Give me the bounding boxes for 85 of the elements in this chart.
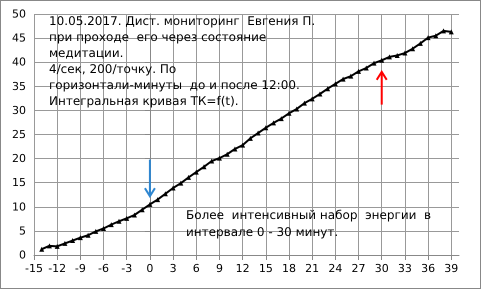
x-tick-label: 18 — [282, 262, 296, 275]
x-tick-label: 21 — [305, 262, 320, 275]
y-tick-label: 40 — [12, 56, 26, 69]
y-tick-label: 10 — [12, 200, 26, 214]
x-tick-label: 9 — [216, 262, 223, 275]
annotation: при проходе его через состояние — [49, 30, 266, 44]
annotation: интервале 0 - 30 минут. — [186, 225, 338, 239]
point — [332, 81, 338, 86]
annotation: Интегральная кривая ТК=f(t). — [49, 94, 239, 108]
y-tick-label: 45 — [12, 32, 26, 45]
point — [78, 235, 83, 240]
annotation: 4/сек, 200/точку. По — [49, 62, 176, 76]
y-tick-label: 35 — [12, 80, 26, 93]
y-tick-label: 50 — [12, 8, 26, 20]
x-tick-label: -3 — [121, 262, 132, 275]
annotation: Более интенсивный набор энергии в — [186, 208, 432, 222]
annotation: горизонтали-минуты до и после 12:00. — [49, 78, 300, 92]
point — [348, 74, 354, 79]
x-tick-label: 6 — [192, 262, 200, 275]
point — [441, 28, 446, 34]
point — [116, 218, 122, 224]
point — [286, 110, 292, 116]
x-tick-label: 15 — [258, 262, 273, 275]
x-tick-label: -9 — [74, 262, 86, 275]
point — [364, 65, 369, 70]
point — [194, 170, 199, 175]
annotation: 10.05.2017. Дист. мониторинг Евгения П. — [49, 14, 316, 28]
point — [325, 86, 330, 92]
y-tick-label: 25 — [12, 128, 26, 141]
point — [402, 50, 408, 56]
point — [86, 232, 91, 238]
point — [124, 216, 130, 221]
point — [356, 68, 362, 74]
point — [140, 207, 145, 212]
point — [93, 228, 98, 234]
point — [70, 238, 76, 244]
point — [394, 52, 400, 58]
point — [379, 58, 384, 63]
point — [410, 46, 416, 52]
point — [132, 212, 137, 218]
point — [62, 240, 68, 246]
point — [426, 35, 431, 40]
x-tick-label: 0 — [146, 262, 154, 275]
point — [263, 125, 268, 130]
point — [54, 244, 60, 249]
y-tick-label: 5 — [19, 224, 26, 238]
x-tick-label: 27 — [352, 262, 366, 275]
annotation: медитации. — [49, 46, 124, 60]
point — [46, 243, 52, 248]
point — [433, 33, 438, 38]
point — [186, 174, 192, 180]
x-tick-label: -15 — [25, 262, 43, 275]
x-tick-label: 39 — [444, 262, 458, 275]
y-tick-label: 20 — [12, 152, 26, 166]
point — [448, 29, 454, 34]
point — [240, 142, 246, 148]
point — [386, 54, 392, 60]
y-tick-label: 15 — [12, 176, 26, 190]
x-tick-label: 12 — [236, 262, 250, 275]
point — [202, 164, 206, 170]
x-tick-label: 3 — [170, 262, 177, 275]
point — [294, 106, 300, 112]
point — [224, 152, 230, 157]
x-tick-label: 36 — [421, 262, 436, 275]
y-tick-label: 30 — [12, 104, 26, 117]
point — [310, 96, 315, 102]
point — [418, 40, 423, 46]
x-tick-label: -6 — [98, 262, 110, 275]
point — [155, 197, 160, 202]
x-tick-label: 24 — [328, 262, 342, 275]
point — [271, 120, 276, 126]
point — [101, 226, 106, 231]
y-tick-label: 0 — [19, 248, 26, 262]
point — [178, 180, 184, 186]
point — [216, 156, 222, 161]
point — [108, 222, 114, 228]
x-tick-label: 30 — [374, 262, 389, 275]
x-tick-label: 33 — [398, 262, 412, 275]
point — [317, 92, 322, 97]
point — [372, 60, 376, 66]
x-tick-label: -12 — [48, 262, 66, 275]
point — [340, 76, 346, 82]
point — [256, 130, 261, 136]
point — [39, 246, 44, 252]
point — [278, 116, 284, 122]
